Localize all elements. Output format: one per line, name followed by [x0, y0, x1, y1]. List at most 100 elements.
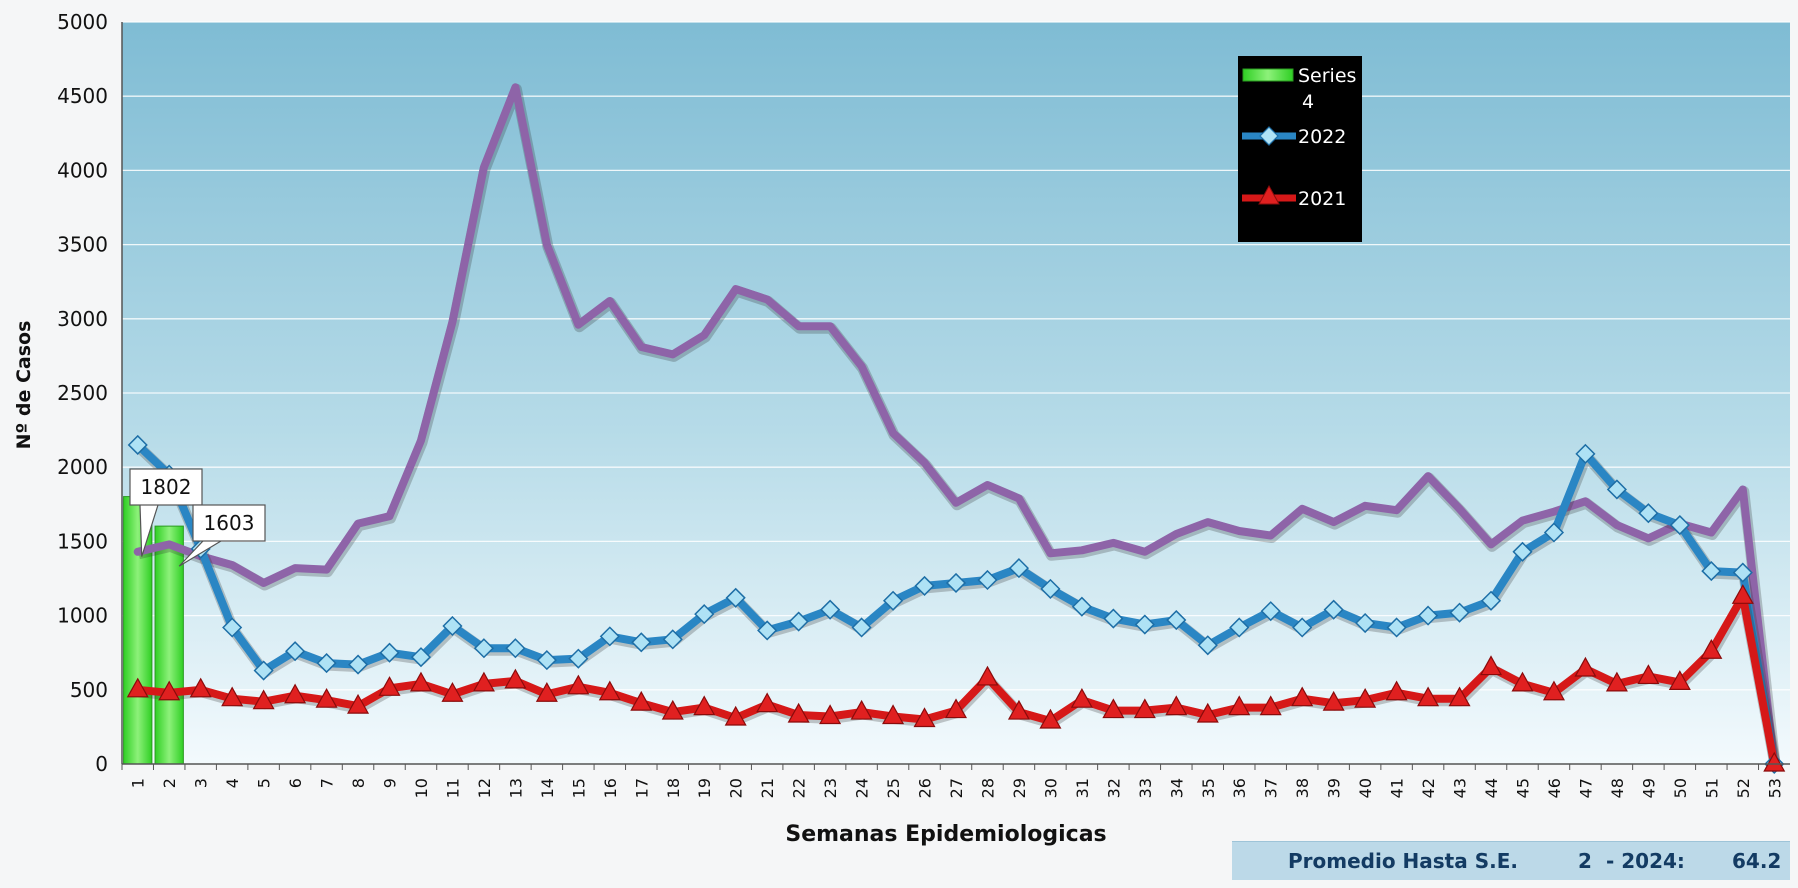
bar-data-label: 1603: [204, 511, 255, 535]
x-tick-label: 21: [758, 778, 777, 798]
x-tick-labels: 1 2 3 4 5 6 7 8 9 10 11 12 13 14 15 16 17 18 19 20 21 22 23 24 2…: [129, 778, 1785, 798]
promedio-value: 64.2: [1732, 849, 1782, 873]
marker-diamond: [442, 615, 463, 637]
marker-diamond: [1575, 443, 1596, 464]
marker-diamond: [1323, 599, 1344, 620]
marker-diamond: [536, 650, 557, 671]
x-tick-label: 4: [223, 778, 242, 788]
bar-data-label: 1802: [141, 475, 192, 499]
marker-triangle: [1480, 655, 1503, 676]
x-tick-label: 2: [160, 778, 179, 788]
marker-diamond: [1449, 602, 1470, 623]
marker-diamond: [222, 617, 243, 638]
y-tick-label: 4000: [57, 158, 108, 182]
marker-triangle: [252, 689, 275, 710]
marker-triangle: [882, 704, 905, 725]
marker-diamond: [851, 617, 872, 638]
x-tick-label: 24: [853, 778, 872, 798]
x-tick-label: 48: [1608, 778, 1627, 798]
marker-diamond: [914, 575, 935, 596]
marker-diamond: [662, 629, 683, 650]
marker-diamond: [1669, 515, 1690, 536]
marker-triangle: [693, 695, 716, 716]
x-tick-label: 18: [664, 778, 683, 798]
marker-triangle: [158, 680, 181, 701]
bar-series: [123, 496, 184, 765]
x-tick-label: 13: [506, 778, 525, 798]
marker-triangle: [661, 699, 684, 720]
marker-triangle: [1039, 708, 1062, 729]
marker-triangle: [1637, 664, 1660, 685]
legend-marker: [1259, 126, 1279, 146]
marker-diamond: [1701, 561, 1722, 582]
x-tick-label: 45: [1513, 778, 1532, 798]
x-tick-label: 50: [1671, 778, 1690, 798]
marker-diamond: [1386, 617, 1407, 638]
y-tick-label: 1500: [57, 529, 108, 553]
x-tick-label: 52: [1734, 778, 1753, 798]
x-tick-label: 26: [916, 778, 935, 798]
marker-diamond: [1134, 614, 1155, 635]
marker-triangle: [1448, 686, 1471, 707]
marker-triangle: [944, 698, 968, 719]
x-tick-label: 6: [286, 778, 305, 788]
y-tick-labels: 0 500 1000 1500 2000 2500 3000 3500 4000 4500 5000: [57, 10, 108, 776]
marker-diamond: [1732, 562, 1753, 583]
marker-triangle: [1228, 695, 1251, 716]
x-tick-label: 7: [318, 778, 337, 788]
legend-swatch-bar: [1242, 68, 1294, 82]
marker-diamond: [410, 647, 432, 668]
marker-triangle: [1417, 686, 1440, 707]
marker-diamond: [757, 620, 778, 641]
y-axis-title: Nº de Casos: [13, 321, 35, 450]
promedio-year: - 2024:: [1606, 849, 1685, 873]
marker-diamond: [285, 641, 306, 662]
marker-triangle: [535, 682, 558, 702]
x-tick-label: 12: [475, 778, 494, 798]
marker-triangle: [409, 671, 433, 692]
marker-diamond: [1638, 503, 1659, 524]
marker-diamond: [599, 626, 620, 647]
x-tick-label: 29: [1010, 778, 1029, 798]
marker-triangle: [598, 680, 621, 701]
marker-diamond: [1292, 617, 1313, 638]
gridlines: [122, 21, 1790, 691]
marker-diamond: [568, 648, 589, 669]
legend-label: Series: [1298, 65, 1356, 87]
marker-triangle: [724, 705, 747, 726]
x-tick-label: 46: [1545, 778, 1564, 798]
x-tick-label: 39: [1325, 778, 1344, 798]
marker-triangle: [1511, 671, 1534, 692]
callout-pointer: [139, 504, 159, 557]
marker-triangle: [850, 699, 873, 720]
y-tick-label: 2500: [57, 381, 108, 405]
marker-triangle: [1542, 680, 1565, 701]
x-tick-label: 40: [1356, 778, 1375, 798]
x-tick-label: 14: [538, 778, 557, 798]
marker-diamond: [1040, 578, 1061, 599]
x-tick-label: 37: [1262, 778, 1281, 798]
x-tick-label: 27: [947, 778, 966, 798]
marker-triangle: [441, 682, 464, 702]
marker-triangle: [1574, 656, 1597, 677]
marker-diamond: [127, 434, 148, 456]
marker-triangle: [347, 693, 370, 714]
x-tick-label: 53: [1765, 778, 1784, 798]
legend-marker: [1258, 184, 1280, 205]
marker-triangle: [976, 665, 999, 686]
x-tick-label: 47: [1576, 778, 1595, 798]
x-tick-label: 41: [1388, 778, 1407, 798]
marker-triangle: [284, 683, 307, 704]
x-tick-label: 42: [1419, 778, 1438, 798]
legend-label: 4: [1302, 91, 1314, 113]
x-tick-label: 38: [1293, 778, 1312, 798]
marker-diamond: [820, 599, 841, 620]
y-tick-label: 3000: [57, 307, 108, 331]
marker-diamond: [1229, 617, 1250, 638]
marker-diamond: [1103, 608, 1124, 629]
callout-box: [192, 504, 266, 542]
marker-diamond: [1260, 601, 1281, 622]
x-tick-label: 44: [1482, 778, 1501, 798]
y-tick-label: 1000: [57, 604, 108, 628]
marker-triangle: [787, 702, 810, 723]
